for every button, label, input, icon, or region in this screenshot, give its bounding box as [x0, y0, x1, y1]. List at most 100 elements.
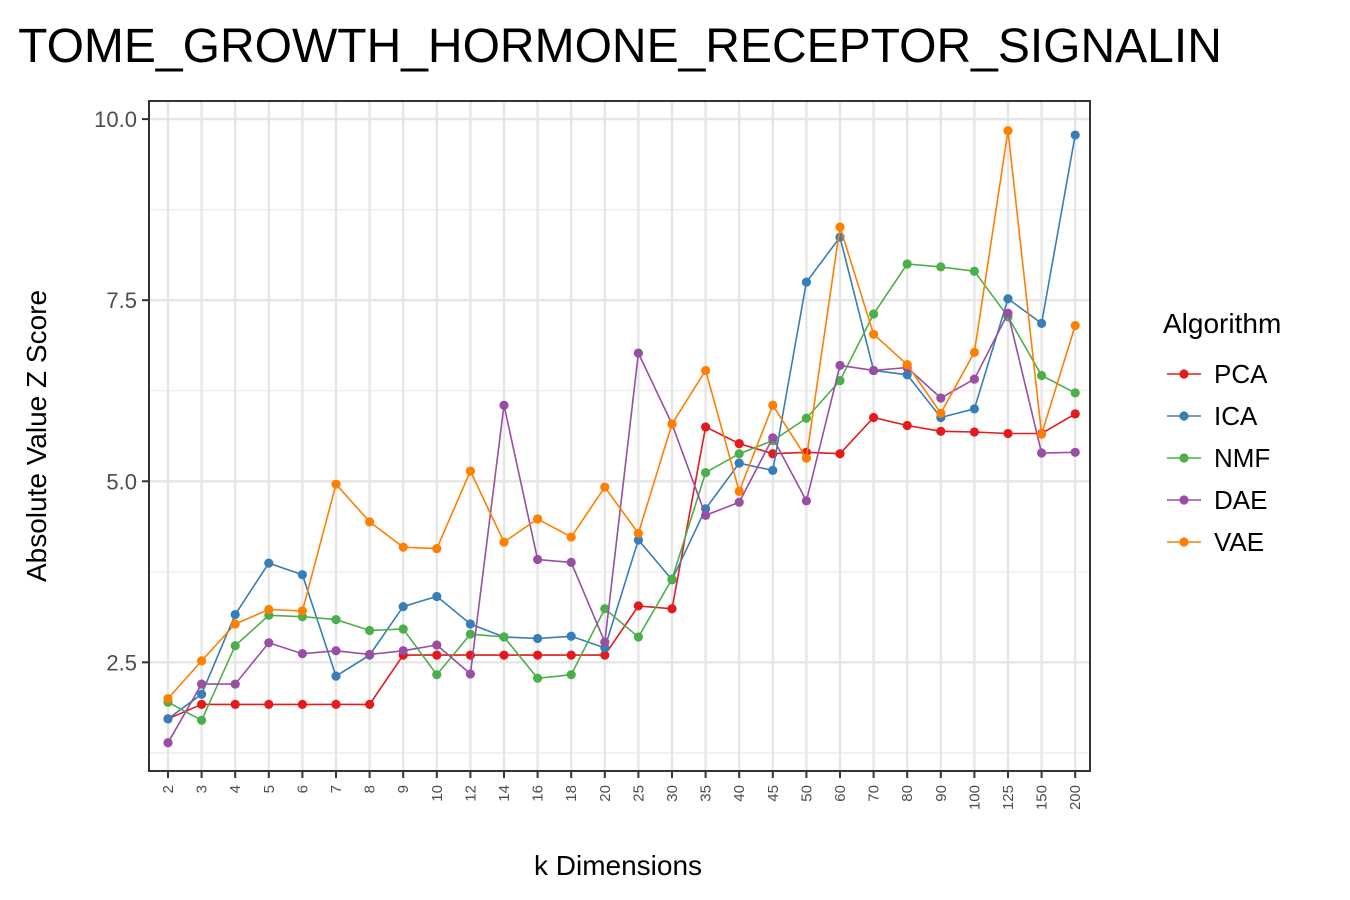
data-point	[297, 699, 307, 709]
x-tick-label: 200	[1067, 785, 1084, 810]
y-axis: 2.5 5.0 7.5 10.0	[94, 107, 149, 675]
data-point	[734, 439, 744, 449]
series-dae	[163, 308, 1080, 748]
x-tick-label: 2	[160, 785, 177, 793]
data-point	[869, 412, 879, 423]
data-point	[533, 673, 543, 683]
data-point	[633, 528, 644, 539]
data-point	[734, 449, 744, 459]
series-layer	[163, 126, 1080, 748]
data-point	[533, 554, 543, 565]
data-point	[432, 650, 442, 660]
data-point	[734, 486, 744, 497]
x-tick-label: 60	[832, 785, 849, 802]
data-point	[1070, 320, 1080, 331]
data-point	[398, 646, 408, 656]
data-point	[1003, 428, 1013, 439]
data-point	[1037, 318, 1047, 328]
x-tick-label: 8	[362, 785, 379, 793]
data-point	[197, 679, 207, 689]
data-point	[936, 408, 946, 418]
legend-label: ICA	[1214, 401, 1258, 431]
series-line	[167, 263, 1076, 722]
x-tick-label: 125	[1000, 785, 1017, 810]
data-point	[835, 375, 845, 386]
data-point	[1070, 409, 1080, 419]
data-point	[936, 426, 946, 436]
data-point	[566, 670, 576, 680]
data-point	[936, 262, 946, 272]
data-point	[230, 609, 240, 620]
data-point	[465, 629, 475, 639]
data-point	[1037, 448, 1047, 458]
data-point	[499, 632, 509, 642]
data-point	[801, 453, 812, 463]
data-point	[902, 370, 912, 380]
data-point	[835, 360, 845, 370]
series-line	[167, 130, 1076, 700]
data-point	[600, 604, 610, 614]
data-point	[969, 404, 980, 414]
x-tick-label: 12	[462, 785, 479, 802]
data-point	[566, 557, 576, 567]
data-point	[600, 650, 610, 660]
y-tick-label: 5.0	[106, 469, 137, 494]
data-point	[768, 400, 778, 410]
data-point	[600, 637, 610, 647]
data-point	[969, 374, 980, 384]
legend-key-point	[1179, 411, 1189, 421]
data-point	[398, 624, 408, 634]
data-point	[869, 309, 879, 319]
data-point	[1003, 294, 1013, 304]
data-point	[398, 601, 408, 612]
data-point	[1070, 130, 1080, 140]
x-tick-label: 100	[966, 785, 983, 810]
data-point	[499, 650, 509, 660]
data-point	[869, 365, 879, 376]
data-point	[197, 689, 207, 699]
data-point	[566, 532, 576, 542]
data-point	[533, 514, 543, 524]
data-point	[1037, 429, 1047, 439]
legend: Algorithm PCA ICA NMF DAE VAE	[1163, 308, 1281, 557]
data-point	[197, 656, 207, 666]
data-point	[801, 496, 812, 506]
data-point	[264, 604, 274, 615]
data-point	[835, 449, 845, 459]
data-point	[197, 699, 207, 709]
data-point	[297, 570, 307, 580]
data-point	[902, 360, 912, 370]
data-point	[432, 670, 442, 680]
legend-key-point	[1179, 495, 1189, 505]
data-point	[197, 715, 207, 725]
data-point	[465, 669, 475, 679]
x-tick-label: 9	[395, 785, 412, 793]
legend-label: PCA	[1214, 359, 1268, 389]
data-point	[835, 222, 845, 232]
data-point	[768, 465, 778, 476]
data-point	[297, 606, 307, 616]
data-point	[801, 413, 812, 423]
x-tick-label: 90	[933, 785, 950, 802]
data-point	[398, 542, 408, 552]
data-point	[264, 699, 274, 709]
data-point	[936, 393, 946, 403]
x-tick-label: 40	[731, 785, 748, 802]
data-point	[701, 365, 711, 376]
data-point	[1003, 308, 1013, 318]
data-point	[465, 466, 475, 476]
data-point	[902, 259, 912, 269]
data-point	[701, 467, 711, 478]
data-point	[432, 591, 442, 602]
data-point	[533, 633, 543, 644]
legend-label: DAE	[1214, 485, 1267, 515]
x-tick-label: 20	[597, 785, 614, 802]
x-tick-label: 4	[227, 785, 244, 793]
x-tick-label: 150	[1034, 785, 1051, 810]
x-tick-label: 25	[630, 785, 647, 802]
x-tick-label: 10	[429, 785, 446, 802]
series-line	[167, 413, 1076, 720]
data-point	[633, 601, 644, 611]
legend-item-ica: ICA	[1167, 401, 1258, 431]
data-point	[969, 427, 980, 437]
